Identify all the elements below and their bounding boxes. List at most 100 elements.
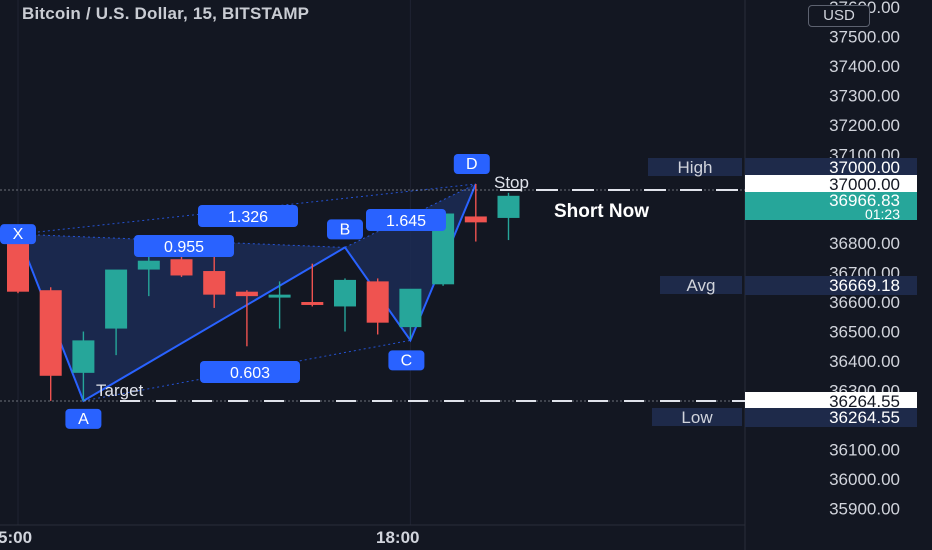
y-tick-label: 37200.00 <box>829 116 900 135</box>
candle-body <box>72 340 95 373</box>
badge-bg <box>65 408 102 429</box>
candle <box>366 278 389 335</box>
candle <box>203 251 226 308</box>
candle <box>72 331 95 401</box>
badge-text: X <box>13 226 24 243</box>
tag-text: Low <box>681 408 713 427</box>
ratio-badge: 0.955 <box>134 235 234 257</box>
currency-selector[interactable]: USD <box>808 5 870 27</box>
candle-body <box>137 260 160 270</box>
badge-text: 1.645 <box>386 213 426 230</box>
badge-bg <box>388 350 425 371</box>
candle-body <box>105 269 128 329</box>
badge-bg <box>198 205 298 227</box>
xab-triangle <box>18 234 345 401</box>
candle-body <box>366 281 389 323</box>
pattern-labels: X A B C D 1.326 0.955 1.645 0.603 Stop Target Short… <box>0 154 917 429</box>
badge-bg <box>0 224 36 245</box>
tag-text: 36264.55 <box>829 408 900 427</box>
avg-value-tag: 36669.18 <box>745 276 917 295</box>
tag-bg <box>745 408 917 427</box>
candle-body <box>432 213 455 285</box>
ratio-badge: 1.326 <box>198 205 298 227</box>
y-tick-label: 36100.00 <box>829 441 900 460</box>
current-price-text: 36966.83 <box>829 191 900 210</box>
tag-bg <box>652 408 742 426</box>
price-lines <box>0 189 745 402</box>
x-tick-label: 5:00 <box>0 528 32 547</box>
low-title-tag: Low <box>652 408 742 427</box>
badge-text: 0.955 <box>164 239 204 256</box>
low-line-value-tag: 36264.55 <box>745 392 917 411</box>
tag-text: 36264.55 <box>829 392 900 411</box>
candle-body <box>39 290 62 376</box>
y-tick-label: 36500.00 <box>829 323 900 342</box>
candle-body <box>497 195 520 218</box>
point-c-badge: C <box>388 350 425 371</box>
candle <box>301 263 324 307</box>
candle-body <box>235 291 258 297</box>
y-tick-label: 36600.00 <box>829 293 900 312</box>
tag-bg <box>745 158 917 177</box>
y-tick-label: 37300.00 <box>829 86 900 105</box>
high-value-tag: 37000.00 <box>745 158 917 177</box>
candle <box>268 281 291 329</box>
badge-text: 1.326 <box>228 209 268 226</box>
candle-body <box>7 237 29 292</box>
badge-bg <box>453 154 490 174</box>
candle <box>399 288 422 339</box>
badge-bg <box>134 235 234 257</box>
y-tick-label: 36000.00 <box>829 470 900 489</box>
tag-text: 37000.00 <box>829 175 900 194</box>
chart-title: Bitcoin / U.S. Dollar, 15, BITSTAMP <box>22 4 310 23</box>
candle <box>334 278 356 332</box>
badge-text: D <box>466 156 478 173</box>
point-a-badge: A <box>65 408 102 429</box>
badge-bg <box>366 209 446 231</box>
target-annotation: Target <box>96 381 144 400</box>
x-tick-label: 18:00 <box>376 528 419 547</box>
countdown-text: 01:23 <box>865 206 900 222</box>
candle-body <box>203 271 226 295</box>
tag-text: 37000.00 <box>829 158 900 177</box>
candle-body <box>464 216 487 223</box>
y-tick-label: 36800.00 <box>829 234 900 253</box>
candle-body <box>170 259 193 276</box>
candle <box>235 290 258 347</box>
candle <box>170 256 193 277</box>
candle-body <box>268 294 291 298</box>
point-d-badge: D <box>453 154 490 174</box>
badge-bg <box>200 361 300 383</box>
candle <box>105 269 128 356</box>
candle <box>39 287 62 401</box>
point-b-badge: B <box>327 219 363 240</box>
candle-body <box>301 302 324 305</box>
high-line-value-tag: 37000.00 <box>745 175 917 194</box>
tag-bg <box>745 276 917 295</box>
y-tick-label: 35900.00 <box>829 500 900 519</box>
ratio-badge: 1.645 <box>366 209 446 231</box>
badge-text: B <box>340 221 351 238</box>
short-now-annotation: Short Now <box>554 201 649 222</box>
tag-bg <box>745 392 917 411</box>
badge-bg <box>327 219 363 240</box>
tag-bg <box>660 276 742 294</box>
point-x-badge: X <box>0 224 36 245</box>
y-tick-label: 37400.00 <box>829 57 900 76</box>
y-tick-label: 36400.00 <box>829 352 900 371</box>
avg-title-tag: Avg <box>660 276 742 295</box>
candle <box>464 184 487 242</box>
tag-bg <box>745 175 917 194</box>
stop-annotation: Stop <box>494 173 529 192</box>
tag-bg <box>648 158 742 176</box>
high-title-tag: High <box>648 158 742 177</box>
badge-text: A <box>78 411 89 428</box>
time-axis[interactable]: 5:00 18:00 <box>0 524 745 547</box>
badge-text: C <box>401 352 413 369</box>
bd-ratio-line <box>344 183 477 248</box>
candles-layer <box>7 184 520 401</box>
ratio-badge: 0.603 <box>200 361 300 383</box>
tag-bg <box>745 192 917 220</box>
candle <box>137 251 160 297</box>
